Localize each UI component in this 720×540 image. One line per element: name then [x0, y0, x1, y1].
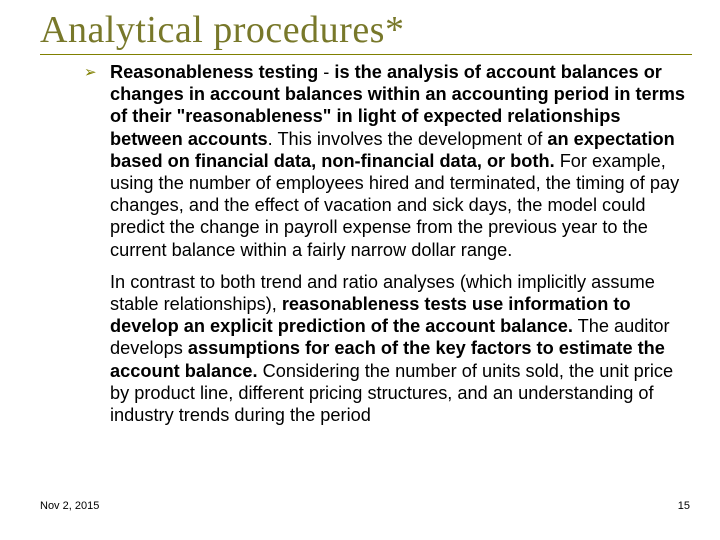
paragraph-2: In contrast to both trend and ratio anal…: [110, 271, 692, 426]
footer-page-number: 15: [678, 500, 690, 512]
footer-date: Nov 2, 2015: [40, 500, 99, 512]
arrow-bullet-icon: ➢: [40, 65, 110, 80]
paragraph-1: Reasonableness testing - is the analysis…: [110, 61, 692, 261]
text-column: Reasonableness testing - is the analysis…: [110, 61, 692, 436]
slide-title: Analytical procedures*: [40, 8, 692, 52]
bullet-column: ➢: [40, 61, 110, 436]
title-rule: [40, 54, 692, 55]
slide: Analytical procedures* ➢ Reasonableness …: [0, 0, 720, 540]
content-area: ➢ Reasonableness testing - is the analys…: [40, 61, 692, 436]
